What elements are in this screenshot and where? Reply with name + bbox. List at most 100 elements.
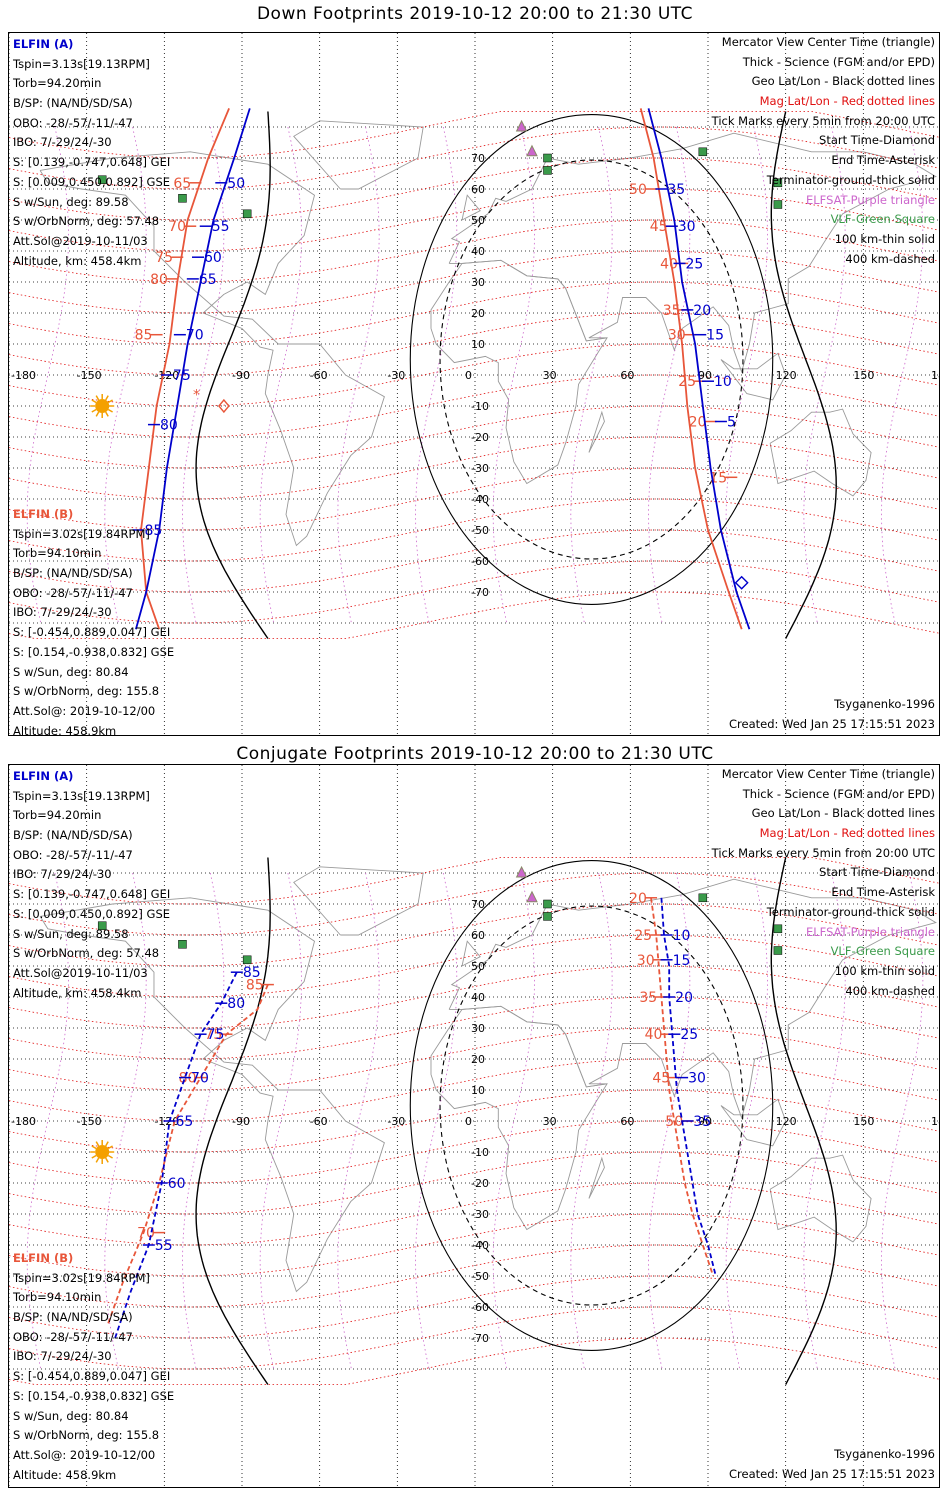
mag-lat-line — [9, 1275, 939, 1339]
sun-ray — [91, 1154, 97, 1159]
info-line: OBO: -28/-57/-11/-47 — [13, 1329, 133, 1344]
mag-lon-line — [259, 126, 302, 624]
lat-tick-label: -50 — [471, 524, 489, 537]
oval-400km — [439, 905, 744, 1306]
mag-lat-line — [9, 560, 939, 624]
elfsat-triangle-icon — [526, 890, 538, 903]
track-tick-label: 55 — [212, 219, 230, 235]
info-line: S w/Sun, deg: 89.58 — [13, 194, 129, 209]
elfin-b-info: ELFIN (B) Tspin=3.02s[19.84RPM] Torb=94.… — [13, 505, 174, 735]
info-line: Att.Sol@2019-10-11/03 — [13, 233, 148, 248]
info-line: Altitude: 458.9km — [13, 1467, 117, 1482]
axis-labels: -180-150-120-90-60-300306090120150180706… — [11, 152, 940, 599]
lon-tick-label: -90 — [232, 369, 250, 382]
track-tick-label: 15 — [706, 328, 724, 344]
lon-tick-label: -180 — [11, 369, 36, 382]
track-tick-label: 55 — [155, 1238, 173, 1254]
legend-item: Geo Lat/Lon - Black dotted lines — [751, 74, 935, 89]
sun-ray — [95, 1157, 100, 1163]
sun-ray — [95, 411, 100, 417]
lon-tick-label: 120 — [776, 1115, 797, 1128]
info-line: S: [-0.454,0.889,0.047] GEI — [13, 1369, 171, 1384]
land-outline — [720, 1098, 787, 1147]
track-tick-label: 25 — [680, 1027, 698, 1043]
track-tick-label: 20 — [689, 415, 707, 431]
footer-right: Tsyganenko-1996 Created: Wed Jan 25 17:1… — [729, 695, 935, 734]
mag-lon-line — [337, 126, 380, 624]
vlf-square-icon — [97, 921, 107, 930]
terminator — [195, 857, 837, 1385]
track-tick-label: 75 — [207, 1027, 225, 1043]
legend-item: VLF-Green Square — [830, 944, 935, 959]
track-tick-label: 15 — [673, 953, 691, 969]
track-tick-label: 85 — [243, 965, 261, 981]
lat-tick-label: -60 — [471, 555, 489, 568]
land-outline — [588, 1156, 605, 1199]
track-tick-label: 75 — [155, 250, 173, 266]
mag-lat-line — [9, 188, 939, 252]
lat-tick-label: 40 — [471, 245, 485, 258]
info-line: Altitude, km: 458.4km — [13, 985, 142, 1000]
vlf-square-icon — [773, 178, 783, 188]
lon-tick-label: 180 — [931, 369, 940, 382]
track-tick-label: 25 — [686, 256, 704, 272]
track-tick-label: 30 — [678, 219, 696, 235]
elfin-a-west-track-line — [135, 108, 251, 630]
lat-tick-label: -50 — [471, 1270, 489, 1283]
elfin-b-info: ELFIN (B) Tspin=3.02s[19.84RPM] Torb=94.… — [13, 1249, 174, 1485]
mag-lat-line — [9, 1151, 939, 1215]
vlf-square-icon — [178, 940, 187, 949]
down-map: -180-150-120-90-60-300306090120150180706… — [9, 33, 940, 735]
lon-tick-label: 90 — [698, 1115, 712, 1128]
track-tick-label: 85 — [246, 978, 264, 994]
track-tick-label: 75 — [204, 1027, 222, 1043]
mag-lat-line — [9, 996, 939, 1060]
info-line: S w/OrbNorm, deg: 155.8 — [13, 1428, 160, 1443]
info-line: Tspin=3.02s[19.84RPM] — [13, 1270, 150, 1285]
info-line: B/SP: (NA/ND/SD/SA) — [13, 828, 133, 843]
legend-item: Terminator-ground-thick solid — [766, 172, 935, 187]
lon-tick-label: -150 — [77, 369, 102, 382]
land-outline — [588, 410, 605, 453]
info-line: Tspin=3.13s[19.13RPM] — [13, 56, 150, 71]
info-line: Att.Sol@: 2019-10-12/00 — [13, 1447, 156, 1462]
track-tick-label: 35 — [667, 182, 685, 198]
mag-lat-line — [9, 1089, 939, 1153]
track-tick-label: 40 — [660, 256, 678, 272]
mag-lon-line — [259, 872, 302, 1370]
elfin-a-title: ELFIN (A) — [13, 769, 74, 783]
info-line: Tspin=3.02s[19.84RPM] — [13, 526, 150, 541]
track-tick-label: 35 — [639, 990, 657, 1006]
elfin-a-info: ELFIN (A) Tspin=3.13s[19.13RPM] Torb=94.… — [13, 35, 170, 271]
info-line: IBO: 7/-29/24/-30 — [13, 867, 112, 882]
elfin-b-west-track-line — [106, 984, 269, 1326]
land-outline — [461, 194, 481, 221]
info-line: S w/Sun, deg: 80.84 — [13, 1408, 129, 1423]
lat-tick-label: 20 — [471, 307, 485, 320]
track-tick-label: 20 — [629, 891, 647, 907]
track-tick-label: 65 — [199, 272, 217, 288]
sun-ray — [105, 1157, 109, 1163]
lon-tick-label: 150 — [853, 369, 874, 382]
track-tick-label: 70 — [186, 328, 204, 344]
sun-ray — [107, 1154, 113, 1159]
mag-lat-line — [9, 126, 939, 190]
conj-map-frame: -180-150-120-90-60-300306090120150180706… — [8, 764, 940, 1488]
mag-lat-line — [9, 250, 939, 314]
track-tick-label: 80 — [227, 996, 245, 1012]
lat-tick-label: 10 — [471, 338, 485, 351]
elfin-a-title: ELFIN (A) — [13, 37, 74, 51]
lon-tick-label: 30 — [543, 1115, 557, 1128]
track-tick-label: 25 — [634, 928, 652, 944]
lat-tick-label: 70 — [471, 152, 485, 165]
sun-ray — [105, 395, 109, 401]
visibility-ovals — [409, 860, 774, 1351]
track-tick-label: 70 — [168, 219, 186, 235]
track-tick-label: 30 — [668, 328, 686, 344]
land-outline — [293, 120, 424, 190]
legend-item: 400 km-dashed — [845, 983, 935, 998]
vlf-square-icon — [242, 209, 252, 219]
info-line: S: [0.154,-0.938,0.832] GSE — [13, 1388, 175, 1403]
track-tick-label: 40 — [645, 1027, 663, 1043]
legend-item: 100 km-thin solid — [834, 963, 935, 978]
